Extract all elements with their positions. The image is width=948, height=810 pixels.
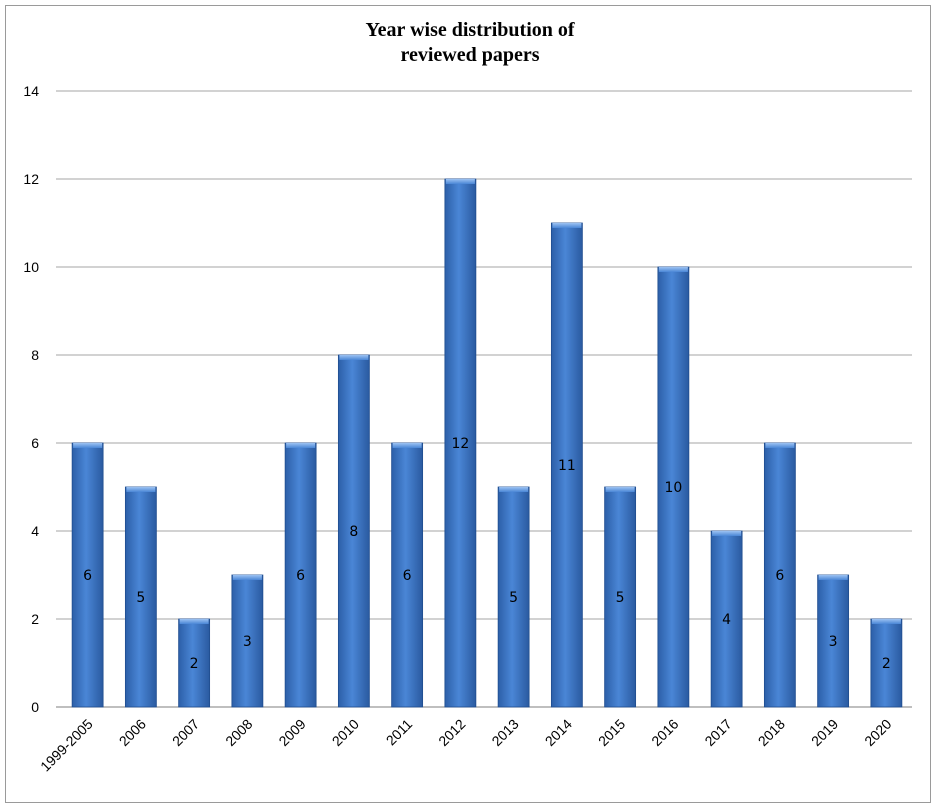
data-label: 4 bbox=[722, 612, 731, 628]
x-tick-label: 2016 bbox=[648, 716, 681, 749]
bar-top-highlight bbox=[552, 223, 582, 228]
bar bbox=[337, 354, 370, 708]
y-tick-label: 6 bbox=[31, 435, 39, 451]
chart-title-line-2: reviewed papers bbox=[400, 44, 540, 66]
data-label: 8 bbox=[349, 524, 358, 540]
data-label: 2 bbox=[190, 656, 199, 672]
y-tick-label: 12 bbox=[23, 171, 39, 187]
x-tick-label: 2019 bbox=[808, 716, 841, 749]
bar bbox=[604, 486, 637, 708]
data-label: 5 bbox=[509, 590, 518, 606]
y-tick-label: 4 bbox=[31, 523, 39, 539]
data-label: 5 bbox=[136, 590, 145, 606]
bar-top-highlight bbox=[871, 619, 901, 624]
data-label: 12 bbox=[451, 436, 469, 452]
bar-top-highlight bbox=[232, 575, 262, 580]
data-label: 5 bbox=[616, 590, 625, 606]
bar-top-highlight bbox=[126, 487, 156, 492]
chart-title-line-1: Year wise distribution of bbox=[365, 19, 575, 41]
bar-top-highlight bbox=[445, 179, 475, 184]
bar-top-highlight bbox=[765, 443, 795, 448]
x-tick-label: 2020 bbox=[861, 716, 894, 749]
y-tick-label: 2 bbox=[31, 611, 39, 627]
y-tick-label: 10 bbox=[23, 259, 39, 275]
data-label: 6 bbox=[775, 568, 784, 584]
bar-top-highlight bbox=[73, 443, 103, 448]
bar bbox=[231, 574, 264, 708]
x-tick-label: 1999-2005 bbox=[37, 716, 96, 775]
bar bbox=[497, 486, 530, 708]
bar-top-highlight bbox=[286, 443, 316, 448]
x-axis: 1999-2005 2006 2007 2008 2009 2010 2011 2012 201… bbox=[37, 716, 895, 775]
x-tick-label: 2018 bbox=[755, 716, 788, 749]
x-tick-label: 2014 bbox=[542, 716, 575, 749]
x-tick-label: 2012 bbox=[435, 716, 468, 749]
bar bbox=[284, 442, 317, 708]
data-label: 6 bbox=[83, 568, 92, 584]
bars: 6 5 2 3 6 8 6 12 5 11 5 10 4 6 3 2 bbox=[71, 178, 903, 708]
x-tick-label: 2008 bbox=[222, 716, 255, 749]
x-tick-label: 2007 bbox=[169, 716, 202, 749]
x-tick-label: 2006 bbox=[116, 716, 149, 749]
y-axis: 0 2 4 6 8 10 12 14 bbox=[23, 83, 39, 715]
bar-top-highlight bbox=[818, 575, 848, 580]
data-label: 3 bbox=[243, 634, 252, 650]
x-tick-label: 2009 bbox=[275, 716, 308, 749]
data-label: 10 bbox=[664, 480, 682, 496]
data-label: 11 bbox=[558, 458, 576, 474]
bar-top-highlight bbox=[658, 267, 688, 272]
bar-top-highlight bbox=[605, 487, 635, 492]
bar bbox=[71, 442, 104, 708]
data-label: 6 bbox=[403, 568, 412, 584]
data-label: 2 bbox=[882, 656, 891, 672]
y-tick-label: 0 bbox=[31, 699, 39, 715]
data-label: 6 bbox=[296, 568, 305, 584]
bar-top-highlight bbox=[392, 443, 422, 448]
bar bbox=[550, 222, 583, 708]
bar bbox=[763, 442, 796, 708]
data-label: 3 bbox=[829, 634, 838, 650]
bar-top-highlight bbox=[499, 487, 529, 492]
x-tick-label: 2013 bbox=[488, 716, 521, 749]
bar bbox=[178, 618, 211, 708]
chart-title: Year wise distribution of reviewed paper… bbox=[0, 18, 940, 68]
bar-top-highlight bbox=[179, 619, 209, 624]
bar-top-highlight bbox=[339, 355, 369, 360]
x-tick-label: 2015 bbox=[595, 716, 628, 749]
bar bbox=[444, 178, 477, 708]
y-tick-label: 8 bbox=[31, 347, 39, 363]
bar bbox=[391, 442, 424, 708]
bar bbox=[657, 266, 690, 708]
x-tick-label: 2010 bbox=[329, 716, 362, 749]
x-tick-label: 2011 bbox=[383, 716, 416, 749]
bar-top-highlight bbox=[712, 531, 742, 536]
bar bbox=[870, 618, 903, 708]
y-tick-label: 14 bbox=[23, 83, 39, 99]
x-tick-label: 2017 bbox=[701, 716, 734, 749]
